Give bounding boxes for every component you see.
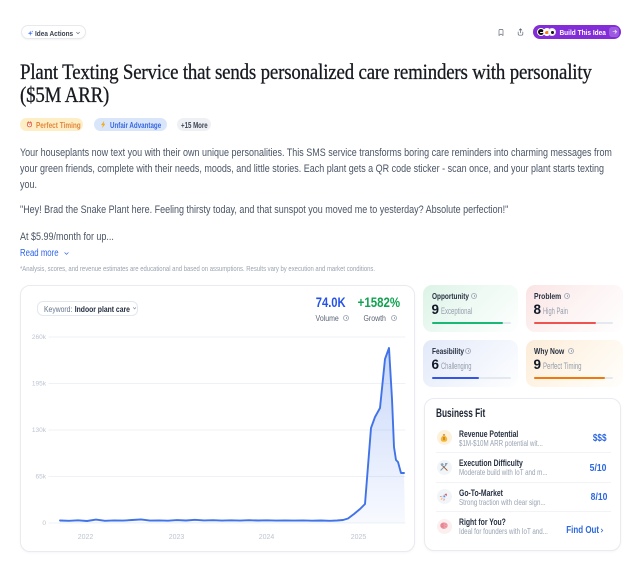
svg-text:65k: 65k [36, 474, 47, 481]
svg-text:130k: 130k [32, 427, 47, 434]
svg-text:2024: 2024 [259, 534, 275, 541]
svg-text:195k: 195k [32, 381, 47, 388]
svg-text:2025: 2025 [351, 534, 367, 541]
svg-text:260k: 260k [32, 334, 47, 341]
svg-text:2022: 2022 [78, 534, 94, 541]
svg-text:0: 0 [42, 520, 46, 527]
svg-text:2023: 2023 [169, 534, 185, 541]
